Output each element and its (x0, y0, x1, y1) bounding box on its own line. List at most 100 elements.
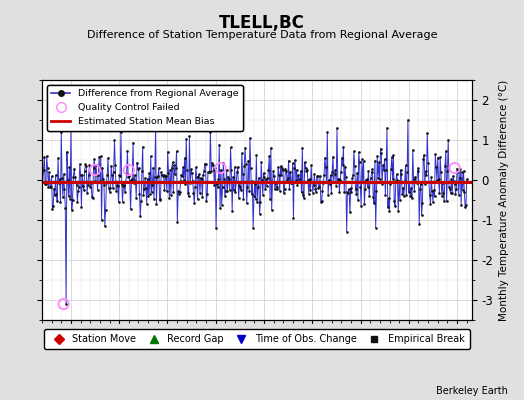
Point (84, 172, 93, 178)
Point (257, 159, 265, 166)
Point (86, 184, 94, 190)
Point (220, 176, 228, 182)
Point (100, 181, 108, 188)
Point (373, 153, 381, 160)
Point (246, 135, 254, 141)
Point (176, 189, 184, 196)
Point (355, 149, 363, 155)
Point (424, 160, 432, 166)
Point (238, 171, 247, 177)
Point (309, 182, 318, 188)
Point (154, 173, 162, 179)
Point (241, 144, 249, 151)
Point (72, 178, 80, 185)
Point (265, 153, 274, 159)
Point (411, 174, 419, 180)
Point (376, 146, 385, 152)
Point (141, 184, 150, 191)
Point (440, 198, 449, 204)
Point (52, 191, 61, 197)
Point (229, 174, 237, 180)
Point (400, 193, 408, 199)
Point (103, 171, 112, 178)
Point (146, 191, 154, 197)
Point (334, 177, 342, 183)
Point (51, 192, 59, 198)
Point (102, 207, 110, 214)
Point (41, 180, 49, 187)
Point (57, 129, 66, 135)
Point (327, 189, 335, 196)
Point (162, 172, 170, 179)
Point (96, 153, 105, 160)
Point (215, 142, 223, 148)
Point (199, 171, 208, 178)
Point (67, 125, 75, 131)
Point (451, 180, 459, 187)
Point (455, 175, 464, 182)
Point (442, 148, 450, 154)
Point (386, 181, 395, 187)
Point (325, 177, 333, 184)
Point (412, 178, 420, 185)
Point (377, 150, 386, 156)
Point (297, 168, 305, 174)
Point (40, 154, 49, 160)
Point (339, 144, 347, 150)
Point (233, 169, 241, 176)
Point (419, 156, 428, 162)
Point (405, 189, 413, 195)
Point (370, 200, 378, 206)
Point (427, 174, 435, 180)
Point (424, 179, 433, 185)
Point (81, 161, 90, 168)
Point (219, 184, 227, 190)
Text: Difference of Station Temperature Data from Regional Average: Difference of Station Temperature Data f… (87, 30, 437, 40)
Point (255, 211, 264, 217)
Point (282, 168, 290, 174)
Point (68, 206, 76, 213)
Point (145, 170, 154, 176)
Point (131, 177, 139, 184)
Point (372, 225, 380, 231)
Point (367, 169, 376, 175)
Point (200, 168, 208, 175)
Point (365, 193, 374, 200)
Point (95, 154, 103, 160)
Point (276, 163, 285, 170)
Point (238, 150, 246, 156)
Point (77, 204, 85, 210)
Point (423, 130, 431, 136)
Point (355, 159, 364, 165)
Point (123, 148, 132, 154)
Point (441, 163, 449, 169)
Point (290, 164, 299, 171)
Point (277, 172, 286, 178)
Point (406, 192, 414, 199)
Point (264, 167, 272, 173)
Point (81, 168, 89, 174)
Point (141, 175, 149, 182)
Point (252, 152, 260, 158)
Point (463, 176, 471, 182)
Point (118, 198, 127, 205)
Point (80, 187, 88, 194)
Point (135, 191, 144, 197)
Point (84, 182, 92, 188)
Point (54, 154, 62, 161)
Point (242, 161, 250, 168)
Point (331, 166, 340, 173)
Point (349, 172, 357, 178)
Point (408, 195, 416, 202)
Point (316, 173, 324, 180)
Point (180, 155, 189, 161)
Legend: Station Move, Record Gap, Time of Obs. Change, Empirical Break: Station Move, Record Gap, Time of Obs. C… (44, 329, 470, 349)
Point (294, 172, 302, 178)
Point (253, 198, 261, 205)
Point (161, 173, 169, 180)
Point (433, 154, 442, 161)
Point (397, 171, 406, 178)
Point (393, 177, 401, 184)
Point (175, 190, 183, 197)
Point (104, 154, 112, 161)
